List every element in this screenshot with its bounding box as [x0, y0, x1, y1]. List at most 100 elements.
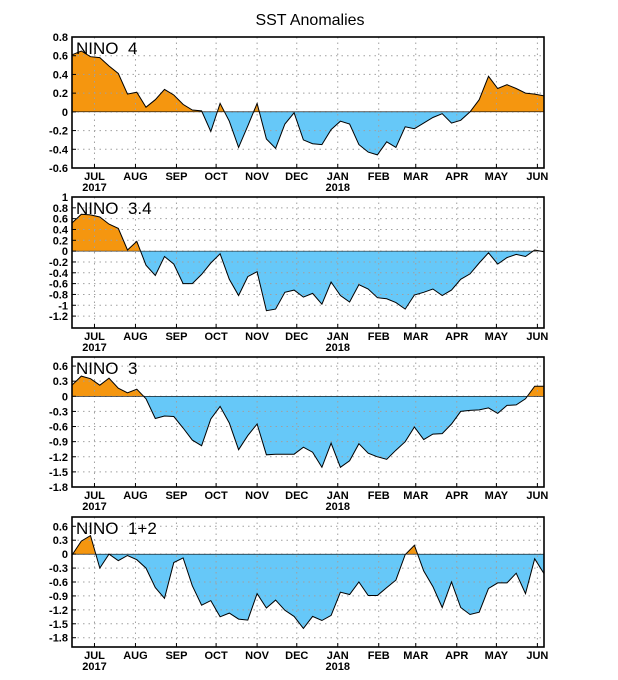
x-tick-label: JUL	[84, 490, 105, 502]
x-tick-label: OCT	[204, 650, 228, 662]
y-tick-label: 0	[62, 391, 68, 403]
y-tick-label: -0.6	[49, 422, 68, 434]
anomaly-line	[71, 375, 544, 469]
x-tick-label: FEB	[368, 331, 390, 343]
anomaly-line	[71, 213, 545, 312]
panel-0: -0.6 -0.4 -0.2 0 0.2 0.4 0.6 0.8 JUL AUG SEP OCT NOV…	[49, 32, 548, 194]
year-label: 2018	[326, 182, 350, 194]
x-tick-label: SEP	[165, 650, 187, 662]
plot-frame	[71, 356, 545, 488]
y-tick-label: -1.2	[49, 605, 68, 617]
y-tick-label: -0.6	[49, 279, 68, 291]
y-tick-label: 0.8	[53, 203, 68, 215]
year-label: 2018	[326, 501, 350, 513]
x-tick-label: JUN	[526, 171, 548, 183]
y-tick-label: -1.8	[49, 482, 68, 494]
y-tick-label: -1.2	[49, 311, 68, 323]
x-tick-label: NOV	[245, 490, 270, 502]
negative-anomaly-area	[72, 554, 544, 629]
y-tick-label: 0	[62, 549, 68, 561]
y-tick-label: -0.4	[49, 144, 69, 156]
y-tick-label: -0.2	[49, 126, 68, 138]
y-tick-label: -1.5	[49, 619, 68, 631]
year-label: 2018	[326, 661, 350, 673]
y-tick-label: -0.3	[49, 563, 68, 575]
x-tick-label: JAN	[327, 171, 349, 183]
x-tick-label: SEP	[165, 331, 187, 343]
x-tick-label: AUG	[123, 650, 147, 662]
y-tick-label: 0.8	[53, 32, 68, 44]
y-tick-label: -0.6	[49, 577, 68, 589]
positive-anomaly-area	[72, 376, 544, 397]
plot-frame	[71, 516, 545, 648]
x-tick-label: APR	[445, 331, 468, 343]
x-tick-label: MAR	[403, 331, 428, 343]
negative-anomaly-area	[72, 111, 544, 155]
x-tick-label: SEP	[165, 171, 187, 183]
x-tick-label: JUN	[526, 650, 548, 662]
panel-label: NINO 3.4	[76, 199, 152, 218]
y-tick-label: -0.2	[49, 257, 68, 269]
panel-label: NINO 4	[76, 39, 137, 58]
x-tick-label: MAY	[485, 171, 509, 183]
y-tick-label: 0.6	[53, 214, 68, 226]
panel-2: -1.8 -1.5 -1.2 -0.9 -0.6 -0.3 0 0.3 0.6 JUL AUG SEP…	[49, 356, 548, 513]
y-tick-label: 0.2	[53, 235, 68, 247]
y-tick-label: -0.9	[49, 591, 68, 603]
y-tick-label: 0.3	[53, 535, 68, 547]
anomaly-line	[71, 534, 545, 630]
x-tick-label: DEC	[285, 331, 308, 343]
year-label: 2018	[326, 342, 350, 354]
x-tick-label: DEC	[285, 650, 308, 662]
y-tick-label: 0.6	[53, 361, 68, 373]
y-tick-label: -1.2	[49, 452, 68, 464]
x-tick-label: APR	[445, 490, 468, 502]
y-tick-label: 0.4	[53, 224, 69, 236]
x-tick-label: FEB	[368, 650, 390, 662]
x-tick-label: FEB	[368, 171, 390, 183]
y-tick-label: -1.8	[49, 633, 68, 645]
x-tick-label: JUL	[84, 650, 105, 662]
x-tick-label: JAN	[327, 650, 349, 662]
y-tick-label: 0.3	[53, 376, 68, 388]
y-tick-label: 0.6	[53, 51, 68, 63]
x-tick-label: DEC	[285, 171, 308, 183]
x-tick-label: MAY	[485, 650, 509, 662]
panel-1: -1.2-1-0.8-0.6-0.4-0.200.20.40.60.81 JUL A…	[49, 192, 548, 354]
y-tick-label: 0	[62, 246, 68, 258]
x-tick-label: JUN	[526, 490, 548, 502]
x-tick-label: DEC	[285, 490, 308, 502]
x-tick-label: MAR	[403, 171, 428, 183]
y-tick-label: -1.5	[49, 467, 68, 479]
y-tick-label: -0.8	[49, 289, 68, 301]
x-tick-label: AUG	[123, 331, 147, 343]
negative-anomaly-area	[72, 396, 544, 468]
y-tick-label: -0.3	[49, 406, 68, 418]
panel-label: NINO 3	[76, 359, 137, 378]
x-tick-label: MAY	[485, 331, 509, 343]
x-tick-label: JAN	[327, 331, 349, 343]
year-label: 2017	[82, 182, 106, 194]
positive-anomaly-area	[72, 214, 544, 252]
chart-title: SST Anomalies	[255, 12, 364, 29]
x-tick-label: OCT	[204, 331, 228, 343]
x-tick-label: JUL	[84, 171, 105, 183]
x-tick-label: OCT	[204, 490, 228, 502]
x-tick-label: SEP	[165, 490, 187, 502]
x-tick-label: AUG	[123, 490, 147, 502]
x-tick-label: MAR	[403, 650, 428, 662]
x-tick-label: JAN	[327, 490, 349, 502]
x-tick-label: FEB	[368, 490, 390, 502]
x-tick-label: APR	[445, 171, 468, 183]
y-tick-label: 0	[62, 107, 68, 119]
anomaly-line	[71, 50, 545, 156]
y-tick-label: 0.6	[53, 521, 68, 533]
year-label: 2017	[82, 661, 106, 673]
positive-anomaly-area	[72, 51, 544, 112]
y-tick-label: -0.4	[49, 268, 69, 280]
y-tick-label: 1	[62, 192, 68, 204]
plot-frame	[71, 36, 545, 169]
x-tick-label: NOV	[245, 650, 270, 662]
